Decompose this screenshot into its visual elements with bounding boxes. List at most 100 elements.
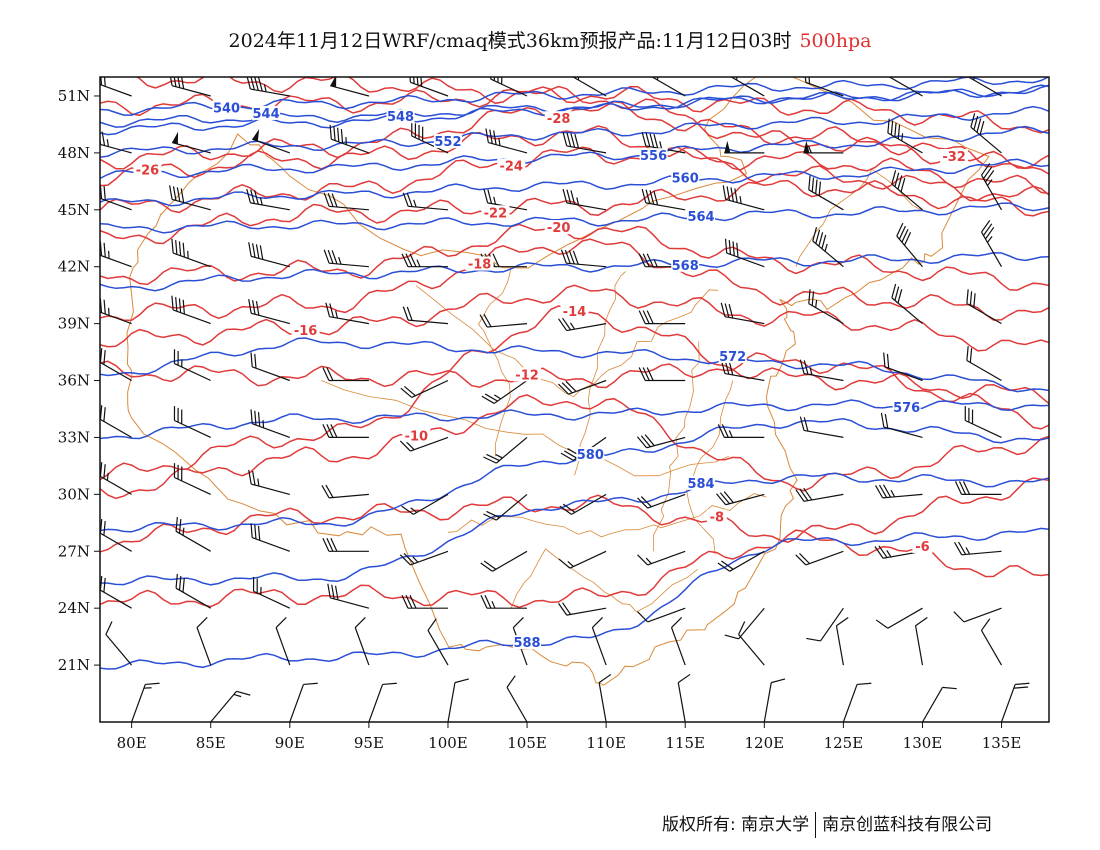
temperature-contour xyxy=(100,394,1049,500)
temperature-contour-label: -16 xyxy=(294,324,318,339)
wind-barb xyxy=(250,523,291,552)
wind-barb xyxy=(402,306,449,325)
wind-barb xyxy=(322,538,369,552)
wind-barb xyxy=(896,222,923,268)
temperature-contour xyxy=(100,284,1049,352)
wind-barb xyxy=(637,607,686,623)
temperature-contour-label-bg xyxy=(560,304,589,319)
wind-barb xyxy=(327,583,370,609)
wind-barb xyxy=(795,487,844,502)
temperature-contour-label: -32 xyxy=(942,150,966,165)
temperature-contour-label-bg xyxy=(544,220,573,235)
temperature-contour-label-bg xyxy=(481,205,510,220)
wind-barb xyxy=(717,424,765,438)
temperature-contour-label-bg xyxy=(940,149,969,164)
wind-barb xyxy=(799,416,844,438)
height-contour-label: 556 xyxy=(640,149,667,164)
height-contour xyxy=(100,202,1049,234)
wind-barb xyxy=(980,618,1003,666)
wind-barb xyxy=(399,550,449,566)
height-contour xyxy=(100,418,1049,533)
wind-barb xyxy=(636,434,686,449)
lon-tick-label: 110E xyxy=(586,734,626,752)
wind-barb xyxy=(252,576,291,609)
copyright: 版权所有: 南京大学 南京创蓝科技有限公司 xyxy=(662,810,992,838)
height-contour-label-bg xyxy=(671,257,700,272)
height-contour-label-bg xyxy=(212,100,241,115)
wind-barb xyxy=(250,352,291,382)
lon-tick-label: 95E xyxy=(354,734,384,752)
wind-barb xyxy=(966,77,1002,97)
wind-barb xyxy=(483,493,528,521)
temperature-contour-label: -24 xyxy=(499,159,523,174)
lat-tick-label: 24N xyxy=(58,599,90,617)
wind-barb xyxy=(954,541,1002,556)
lat-tick-label: 33N xyxy=(58,428,90,446)
wind-barb xyxy=(637,550,686,566)
wind-barb xyxy=(131,682,160,722)
wind-barb xyxy=(248,299,290,325)
height-contour xyxy=(100,527,1049,670)
wind-barb xyxy=(921,686,957,722)
temperature-contour-label-bg xyxy=(544,111,573,126)
wind-barb xyxy=(322,367,369,382)
wind-barb xyxy=(169,185,211,211)
wind-barb xyxy=(880,412,923,438)
wind-barb xyxy=(408,77,449,97)
wind-barb xyxy=(808,175,844,211)
temperature-contour-label: -26 xyxy=(136,163,160,178)
wind-barb xyxy=(323,192,369,211)
wind-barb xyxy=(560,249,607,268)
height-contour-label-bg xyxy=(671,170,700,185)
temperature-contour-label: -14 xyxy=(563,305,587,320)
wind-barb xyxy=(953,607,1002,623)
height-contour-label: 564 xyxy=(687,210,714,225)
lon-tick-label: 80E xyxy=(117,734,147,752)
height-contour-label: 548 xyxy=(387,110,414,125)
wind-barb xyxy=(970,113,1002,154)
lon-tick-label: 120E xyxy=(745,734,785,752)
copyright-left: 版权所有: 南京大学 xyxy=(662,815,810,835)
wind-barb xyxy=(175,516,211,552)
wind-barb xyxy=(670,617,686,666)
lat-tick-label: 36N xyxy=(58,372,90,390)
wind-barb xyxy=(591,617,607,666)
wind-barb xyxy=(722,185,765,211)
province-boundary xyxy=(321,380,730,477)
lon-tick-label: 100E xyxy=(428,734,468,752)
wind-barb xyxy=(562,131,607,154)
plot-area xyxy=(100,77,1049,722)
contour-labels: -32-30-28-26-24-22-20-18-16-14-12-10-8-6… xyxy=(133,100,969,651)
height-contour xyxy=(100,158,1049,207)
temperature-contour xyxy=(100,223,1049,291)
wind-barb xyxy=(875,607,923,629)
wind-barb xyxy=(812,227,844,268)
height-contour-label-bg xyxy=(639,148,668,163)
wind-barb xyxy=(891,283,923,325)
temperature-contour-label-bg xyxy=(497,158,526,173)
wind-barb xyxy=(966,289,1002,325)
temperature-contour xyxy=(136,77,1049,175)
lat-tick-label: 39N xyxy=(58,315,90,333)
wind-barb xyxy=(638,367,686,382)
lat-tick-label: 30N xyxy=(58,485,90,503)
wind-barb xyxy=(325,302,370,325)
wind-barb xyxy=(169,77,211,97)
wind-barb xyxy=(402,192,449,211)
province-boundary xyxy=(686,380,734,555)
height-contour-label-bg xyxy=(687,475,716,490)
wind-barb xyxy=(483,436,528,464)
wind-barb xyxy=(196,617,212,666)
wind-barb xyxy=(954,481,1002,495)
wind-barb xyxy=(506,675,528,722)
height-contour xyxy=(100,472,1049,586)
wind-barb xyxy=(720,302,765,325)
height-contour-label-bg xyxy=(892,400,921,415)
wind-barb xyxy=(105,621,133,666)
wind-barb xyxy=(795,550,844,566)
height-contour-label: 540 xyxy=(213,101,240,116)
wind-barb xyxy=(875,484,923,499)
wind-barb xyxy=(322,424,369,438)
height-contour xyxy=(100,84,1049,128)
wind-barb xyxy=(173,406,211,438)
